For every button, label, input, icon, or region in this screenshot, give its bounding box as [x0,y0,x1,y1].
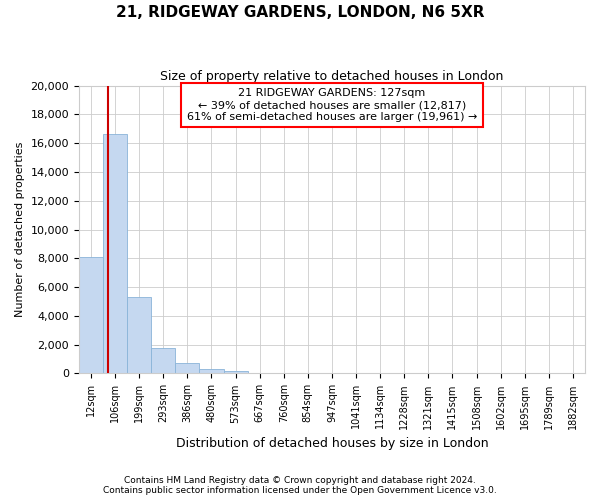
Y-axis label: Number of detached properties: Number of detached properties [15,142,25,317]
Bar [127,297,151,374]
Bar [103,134,127,374]
Bar [79,257,103,374]
Bar [224,370,248,374]
Bar [199,369,224,374]
Bar [151,348,175,374]
Bar [175,362,199,374]
X-axis label: Distribution of detached houses by size in London: Distribution of detached houses by size … [176,437,488,450]
Text: Contains HM Land Registry data © Crown copyright and database right 2024.
Contai: Contains HM Land Registry data © Crown c… [103,476,497,495]
Text: 21 RIDGEWAY GARDENS: 127sqm
← 39% of detached houses are smaller (12,817)
61% of: 21 RIDGEWAY GARDENS: 127sqm ← 39% of det… [187,88,477,122]
Title: Size of property relative to detached houses in London: Size of property relative to detached ho… [160,70,503,83]
Text: 21, RIDGEWAY GARDENS, LONDON, N6 5XR: 21, RIDGEWAY GARDENS, LONDON, N6 5XR [116,5,484,20]
